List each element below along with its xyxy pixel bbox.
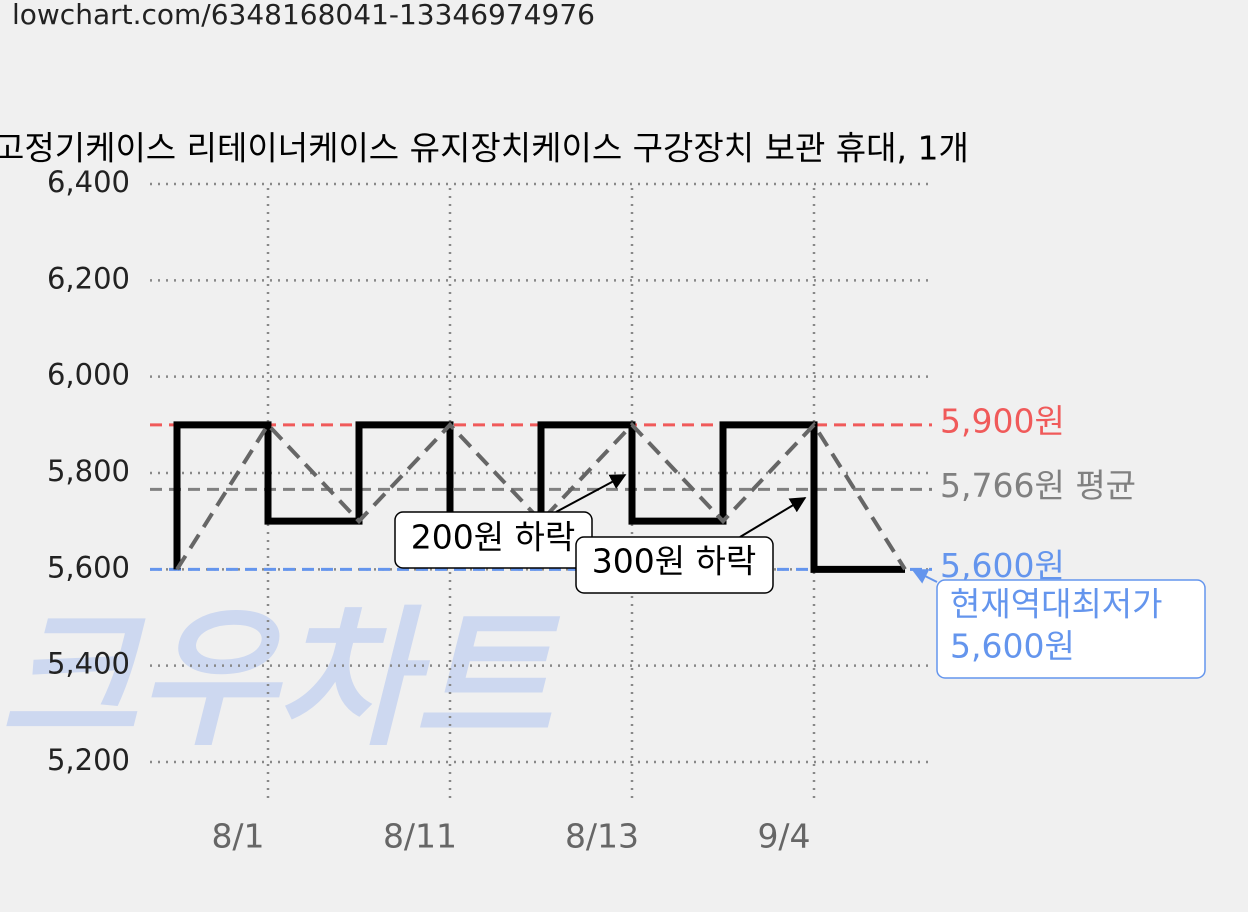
callout-arrow [911, 569, 938, 584]
annotation-text: 200원 하락 [411, 518, 576, 557]
callout-text: 현재역대최저가 [950, 585, 1163, 624]
callout-box [936, 579, 1206, 679]
x-tick-label: 8/1 [211, 817, 264, 856]
y-tick-label: 6,400 [47, 165, 130, 199]
annotation-arrow [739, 497, 807, 538]
y-tick-label: 5,200 [47, 743, 130, 777]
x-tick-label: 8/11 [383, 817, 457, 856]
x-tick-label: 9/4 [757, 817, 810, 856]
y-tick-label: 5,800 [47, 454, 130, 488]
y-tick-label: 5,600 [47, 550, 130, 584]
annotation-box [575, 536, 774, 594]
x-tick-label: 8/13 [565, 817, 639, 856]
trend-line [175, 421, 907, 571]
watermark: 크우차트 [0, 593, 561, 767]
reference-label: 5,766원 평균 [940, 466, 1136, 505]
annotation-text: 300원 하락 [592, 542, 757, 581]
y-tick-label: 6,200 [47, 261, 130, 295]
reference-label: 5,600원 [940, 546, 1065, 585]
chart-title: 고정기케이스 리테이너케이스 유지장치케이스 구강장치 보관 휴대, 1개 [0, 129, 969, 168]
y-tick-label: 6,000 [47, 358, 130, 392]
reference-label: 5,900원 [940, 401, 1065, 440]
y-tick-label: 5,400 [47, 647, 130, 681]
annotation-arrow [555, 474, 627, 513]
callout-text: 5,600원 [950, 627, 1075, 666]
url: lowchart.com/6348168041-13346974976 [12, 0, 595, 31]
